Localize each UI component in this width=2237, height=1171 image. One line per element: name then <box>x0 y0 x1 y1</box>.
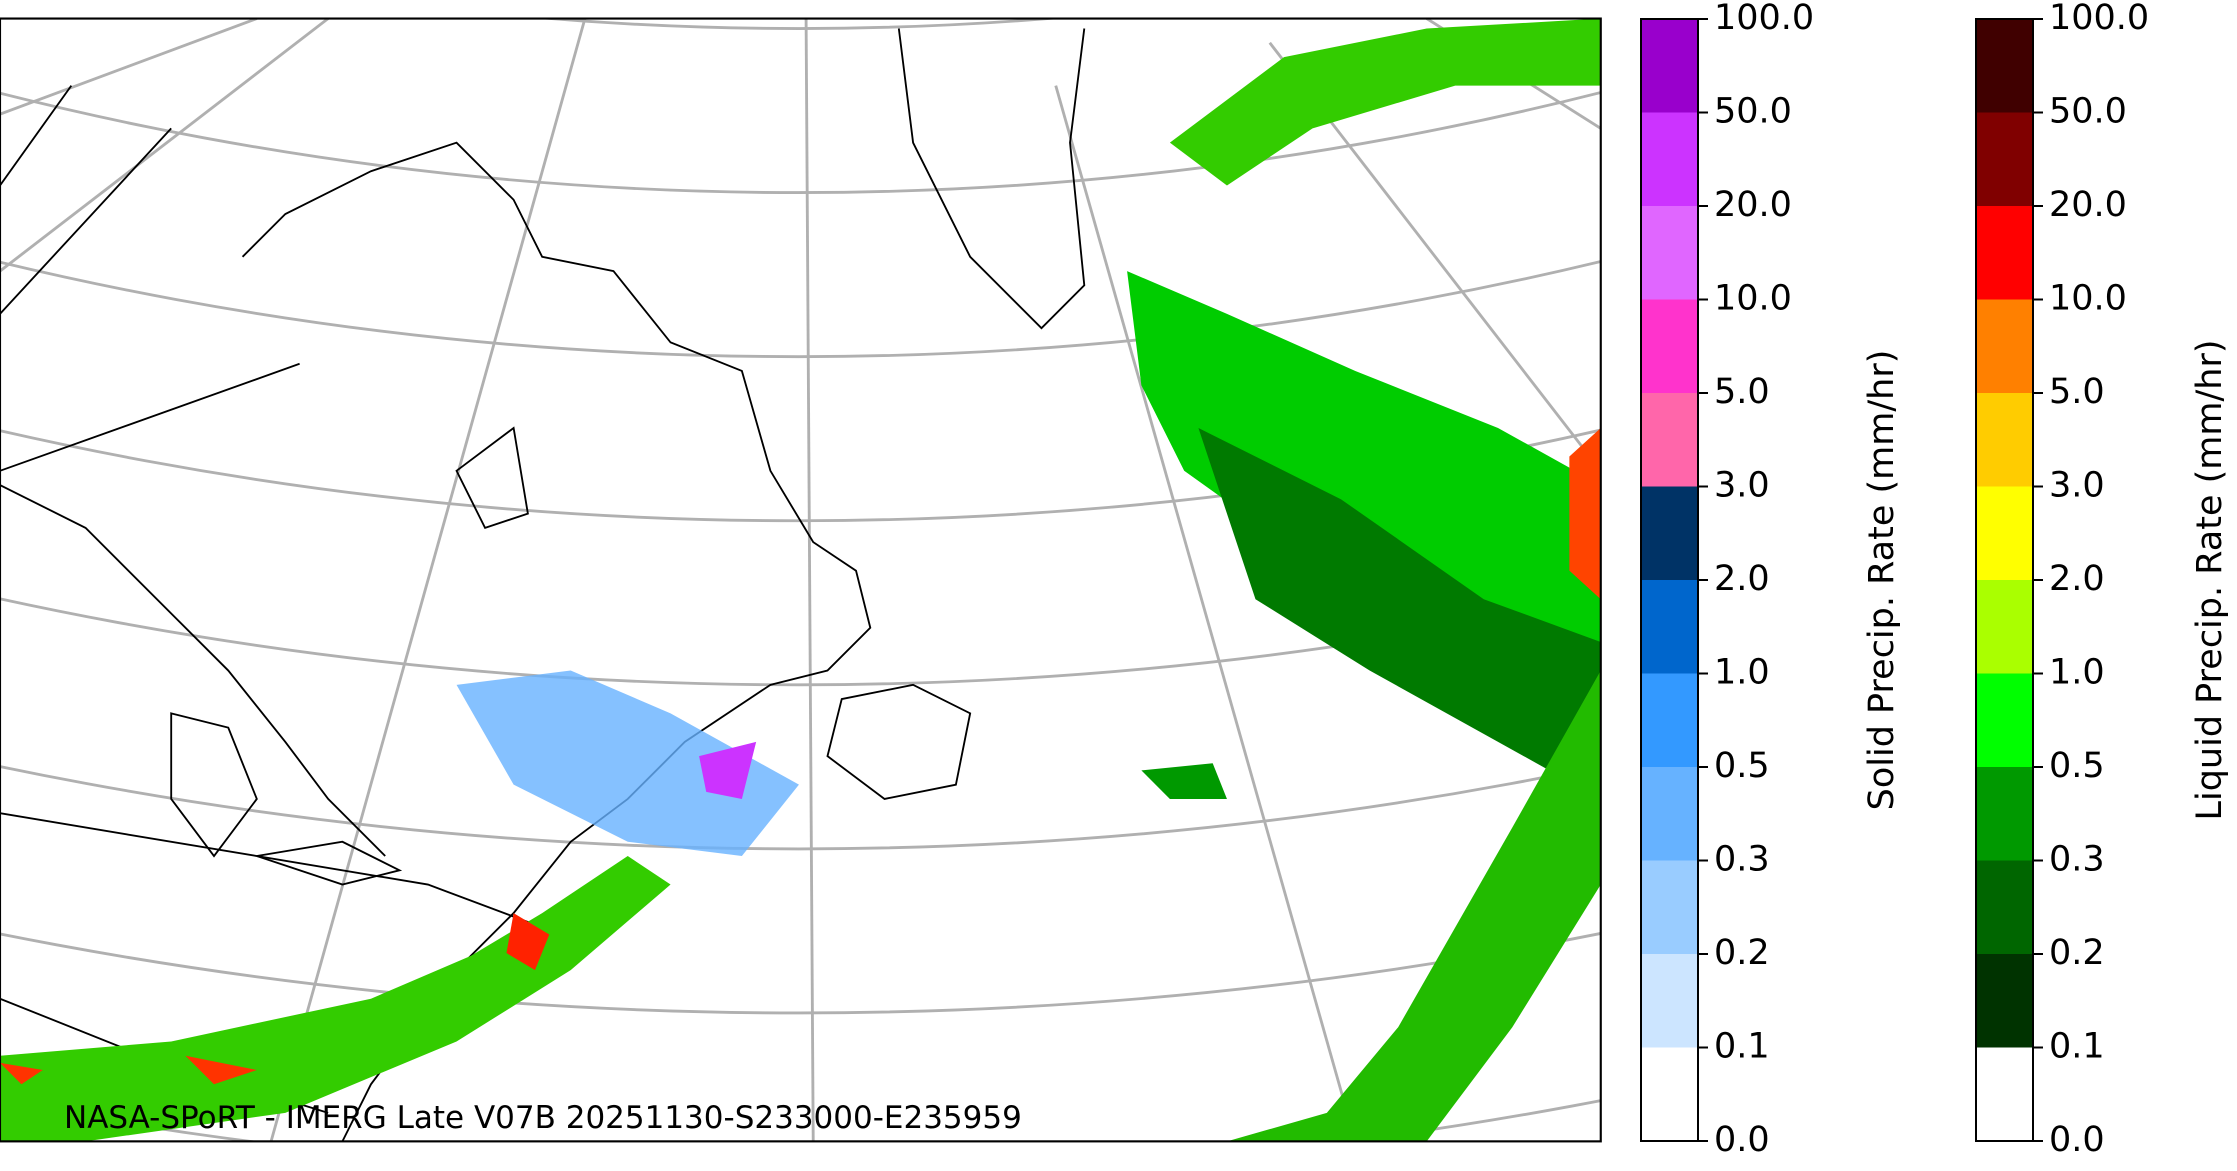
tick-label: 0.3 <box>1714 840 1770 880</box>
tick-label: 0.2 <box>1714 933 1770 973</box>
color-segment <box>1641 19 1698 113</box>
color-segment <box>1641 580 1698 674</box>
tick-label: 2.0 <box>2049 559 2105 599</box>
tick-label: 0.1 <box>2049 1027 2105 1067</box>
tick-label: 0.3 <box>2049 840 2105 880</box>
color-segment <box>1976 393 2033 487</box>
color-segment <box>1976 767 2033 861</box>
tick-label: 1.0 <box>2049 653 2105 693</box>
precipitation <box>0 18 1601 1142</box>
caption: NASA-SPoRT - IMERG Late V07B 20251130-S2… <box>64 1100 1022 1136</box>
colorbar-label: Solid Precip. Rate (mm/hr) <box>1862 350 1902 811</box>
tick-label: 1.0 <box>1714 653 1770 693</box>
tick-label: 10.0 <box>2049 279 2127 319</box>
color-segment <box>1641 1047 1698 1141</box>
tick-label: 0.0 <box>2049 1120 2105 1160</box>
tick-label: 100.0 <box>2049 0 2149 38</box>
color-segment <box>1976 1047 2033 1141</box>
color-segment <box>1641 860 1698 954</box>
color-segment <box>1976 486 2033 580</box>
color-segment <box>1641 299 1698 393</box>
color-segment <box>1641 673 1698 767</box>
tick-label: 0.1 <box>1714 1027 1770 1067</box>
color-segment <box>1641 954 1698 1048</box>
color-segment <box>1976 954 2033 1048</box>
tick-label: 50.0 <box>2049 92 2127 132</box>
tick-label: 10.0 <box>1714 279 1792 319</box>
coastlines <box>0 28 1086 1142</box>
colorbar-label: Liquid Precip. Rate (mm/hr) <box>2190 339 2230 820</box>
color-segment <box>1641 112 1698 206</box>
tick-label: 20.0 <box>2049 185 2127 225</box>
tick-label: 5.0 <box>2049 372 2105 412</box>
color-segment <box>1976 860 2033 954</box>
color-segment <box>1641 206 1698 300</box>
color-segment <box>1976 19 2033 113</box>
tick-label: 3.0 <box>2049 466 2105 506</box>
tick-label: 0.5 <box>1714 746 1770 786</box>
tick-label: 100.0 <box>1714 0 1814 38</box>
tick-label: 0.2 <box>2049 933 2105 973</box>
color-segment <box>1976 673 2033 767</box>
color-segment <box>1976 580 2033 674</box>
color-segment <box>1976 299 2033 393</box>
tick-label: 0.5 <box>2049 746 2105 786</box>
tick-label: 50.0 <box>1714 92 1792 132</box>
tick-label: 5.0 <box>1714 372 1770 412</box>
color-segment <box>1976 112 2033 206</box>
map-frame <box>0 17 1602 1143</box>
tick-label: 20.0 <box>1714 185 1792 225</box>
color-segment <box>1641 486 1698 580</box>
color-segment <box>1641 393 1698 487</box>
color-segment <box>1976 206 2033 300</box>
tick-label: 2.0 <box>1714 559 1770 599</box>
color-segment <box>1641 767 1698 861</box>
tick-label: 3.0 <box>1714 466 1770 506</box>
tick-label: 0.0 <box>1714 1120 1770 1160</box>
